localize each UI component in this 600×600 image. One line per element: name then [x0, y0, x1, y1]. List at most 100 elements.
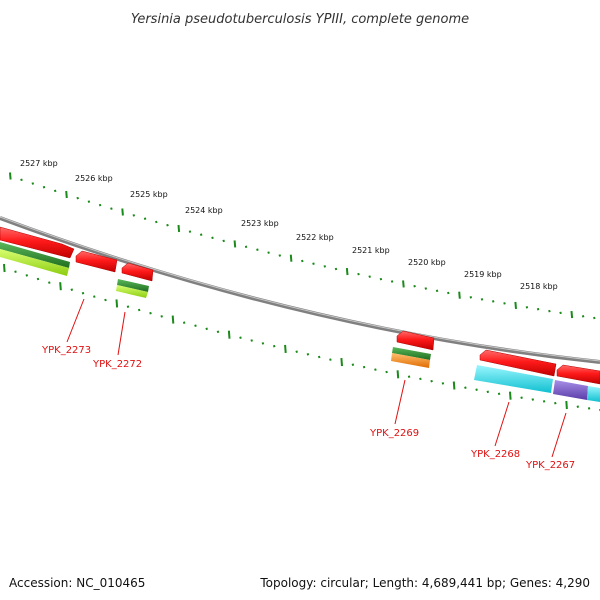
kbp-label: 2521 kbp [352, 246, 390, 255]
feature-cds-2267[interactable] [556, 364, 600, 385]
minor-tick [155, 220, 158, 224]
gene-label-YPK_2268[interactable]: YPK_2268 [470, 449, 520, 460]
minor-tick [87, 200, 91, 203]
minor-tick [351, 363, 355, 366]
major-tick [121, 208, 124, 216]
kbp-label: 2518 kbp [520, 282, 558, 291]
minor-tick [593, 316, 596, 320]
minor-tick [435, 289, 439, 293]
map-title: Yersinia pseudotuberculosis YPIII, compl… [131, 12, 469, 27]
minor-tick [548, 309, 551, 313]
minor-tick [222, 239, 225, 243]
minor-tick [312, 262, 315, 265]
leader-line [394, 379, 406, 425]
major-tick [59, 282, 62, 291]
minor-tick [256, 248, 259, 251]
major-tick [452, 381, 456, 390]
minor-tick [374, 368, 377, 371]
minor-tick [542, 400, 546, 403]
minor-tick [413, 284, 416, 288]
feature-cds-2273[interactable] [0, 226, 75, 259]
minor-tick [48, 281, 51, 284]
minor-tick [239, 336, 242, 339]
minor-tick [334, 267, 338, 271]
minor-tick [149, 311, 152, 315]
kbp-label: 2522 kbp [296, 233, 334, 242]
leader-line [66, 298, 85, 343]
minor-tick [25, 274, 29, 277]
major-tick [284, 344, 287, 353]
gene-label-YPK_2272[interactable]: YPK_2272 [92, 359, 142, 370]
major-tick [565, 400, 568, 410]
minor-tick [194, 324, 197, 327]
major-tick [396, 370, 400, 379]
kbp-label: 2525 kbp [130, 190, 168, 199]
feature-band-2269[interactable] [391, 347, 431, 368]
minor-tick [407, 375, 411, 378]
minor-tick [250, 339, 253, 342]
minor-tick [520, 396, 523, 399]
feature-cds-2272a[interactable] [75, 250, 118, 273]
minor-tick [295, 350, 298, 353]
genome-summary-text: Topology: circular; Length: 4,689,441 bp… [259, 576, 590, 590]
kbp-label: 2519 kbp [464, 270, 502, 279]
minor-tick [98, 203, 102, 207]
minor-tick [576, 405, 580, 408]
minor-tick [211, 236, 214, 240]
minor-tick [424, 287, 428, 290]
major-tick [3, 263, 6, 273]
minor-tick [76, 196, 79, 200]
major-tick [570, 311, 574, 319]
minor-tick [447, 291, 450, 295]
minor-tick [93, 295, 96, 298]
major-tick [9, 172, 12, 180]
feature-cds-2272[interactable] [121, 262, 154, 282]
minor-tick [329, 358, 332, 361]
major-tick [402, 280, 405, 288]
minor-tick [497, 392, 501, 396]
minor-tick [199, 233, 203, 236]
leader-line [551, 412, 567, 458]
minor-tick [491, 300, 495, 303]
major-tick [227, 330, 231, 339]
minor-tick [379, 277, 383, 281]
kbp-label: 2527 kbp [20, 159, 58, 168]
minor-tick [430, 379, 433, 383]
minor-tick [419, 377, 422, 381]
minor-tick [42, 185, 46, 189]
kbp-label: 2523 kbp [241, 219, 279, 228]
minor-tick [110, 207, 113, 210]
feature-band-2268[interactable] [474, 365, 553, 393]
minor-tick [441, 382, 445, 385]
minor-tick [70, 288, 74, 291]
feature-band-2267[interactable] [553, 380, 600, 402]
major-tick [345, 268, 349, 276]
feature-band-2272[interactable] [116, 279, 149, 298]
major-tick [289, 254, 293, 262]
minor-tick [104, 298, 107, 302]
feature-cds-2268[interactable] [479, 349, 557, 377]
major-tick [340, 358, 343, 367]
minor-tick [244, 245, 248, 249]
minor-tick [306, 353, 310, 356]
minor-tick [143, 217, 147, 220]
genome-backbone [0, 216, 600, 364]
minor-tick [559, 311, 562, 315]
gene-label-YPK_2269[interactable]: YPK_2269 [369, 428, 419, 439]
feature-band-2273[interactable] [0, 242, 70, 276]
kbp-label: 2526 kbp [75, 174, 113, 183]
minor-tick [53, 189, 57, 193]
minor-tick [81, 291, 85, 295]
major-tick [514, 301, 517, 309]
minor-tick [216, 330, 220, 334]
gene-label-YPK_2267[interactable]: YPK_2267 [525, 460, 575, 471]
minor-tick [475, 388, 478, 391]
minor-tick [480, 298, 484, 301]
major-tick [65, 190, 68, 199]
minor-tick [554, 401, 557, 405]
gene-label-YPK_2273[interactable]: YPK_2273 [41, 345, 91, 356]
minor-tick [357, 272, 360, 276]
feature-cds-2269[interactable] [396, 330, 435, 351]
minor-tick [188, 230, 192, 233]
minor-tick [323, 265, 327, 268]
